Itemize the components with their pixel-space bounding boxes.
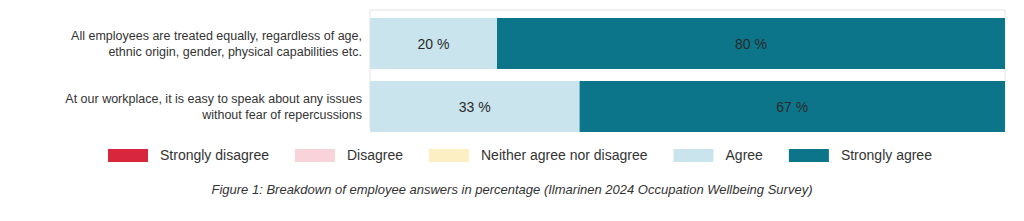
legend-swatch xyxy=(674,149,714,162)
category-label-line: ethnic origin, gender, physical capabili… xyxy=(108,45,362,59)
bar-segment xyxy=(370,81,580,132)
data-label: 80 % xyxy=(735,36,767,52)
bar-segment xyxy=(580,81,1005,132)
caption: Figure 1: Breakdown of employee answers … xyxy=(212,182,813,197)
legend-label: Neither agree nor disagree xyxy=(481,147,648,163)
bars xyxy=(370,18,1005,132)
data-label: 67 % xyxy=(776,99,808,115)
category-label: All employees are treated equally, regar… xyxy=(71,29,362,59)
category-label: At our workplace, it is easy to speak ab… xyxy=(65,92,362,122)
legend-swatch xyxy=(429,149,469,162)
data-label: 33 % xyxy=(459,99,491,115)
legend-swatch xyxy=(295,149,335,162)
category-label-line: At our workplace, it is easy to speak ab… xyxy=(65,92,362,106)
legend-label: Disagree xyxy=(347,147,403,163)
chart: All employees are treated equally, regar… xyxy=(0,0,1024,221)
legend-label: Strongly disagree xyxy=(160,147,269,163)
legend-label: Strongly agree xyxy=(841,147,932,163)
category-label-line: All employees are treated equally, regar… xyxy=(71,29,362,43)
legend-swatch xyxy=(108,149,148,162)
data-label: 20 % xyxy=(418,36,450,52)
legend-label: Agree xyxy=(726,147,764,163)
legend-swatch xyxy=(789,149,829,162)
bar-segment xyxy=(497,18,1005,69)
category-label-line: without fear of repercussions xyxy=(201,108,362,122)
bar-segment xyxy=(370,18,497,69)
